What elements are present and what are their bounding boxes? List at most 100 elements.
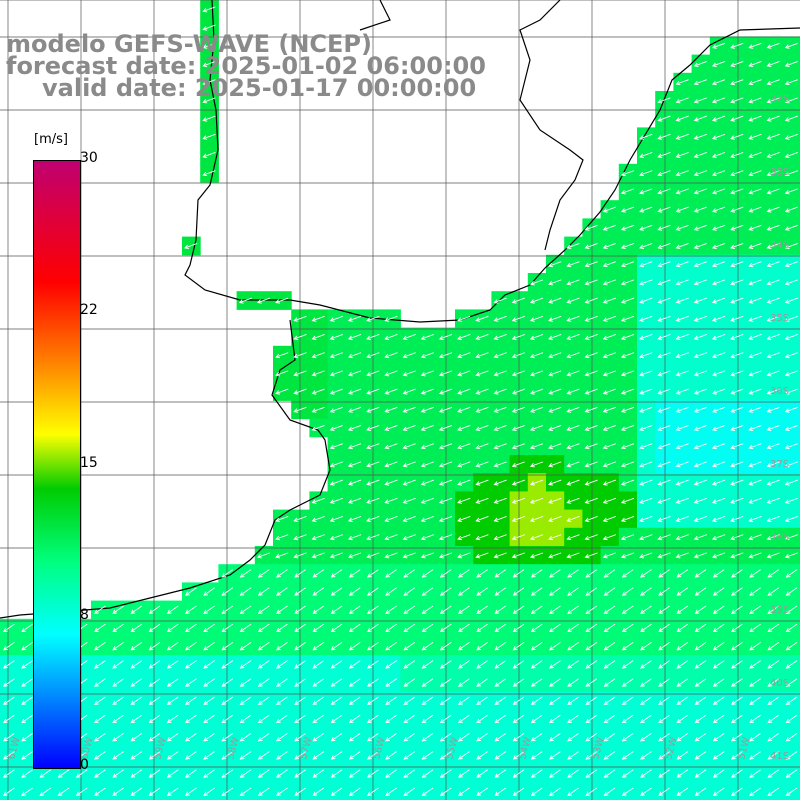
- wind-arrow: [511, 479, 525, 486]
- wind-arrow: [639, 406, 653, 413]
- wind-arrow: [439, 678, 452, 687]
- wind-arrow: [748, 425, 762, 431]
- wind-arrow: [257, 769, 270, 778]
- wind-arrow: [457, 497, 471, 504]
- wind-arrow: [620, 170, 635, 177]
- wind-arrow: [784, 188, 798, 195]
- wind-arrow: [766, 352, 780, 359]
- wind-arrow: [421, 714, 434, 724]
- wind-arrow: [166, 660, 179, 669]
- wind-arrow: [639, 243, 653, 249]
- wind-arrow: [312, 587, 325, 596]
- wind-arrow: [730, 115, 744, 122]
- wind-arrow: [329, 315, 343, 322]
- wind-arrow: [385, 642, 397, 651]
- wind-arrow: [493, 443, 507, 450]
- wind-arrow: [475, 334, 489, 340]
- wind-arrow: [438, 479, 453, 486]
- wind-arrow: [639, 479, 653, 486]
- wind-arrow: [312, 678, 325, 687]
- wind-arrow: [711, 461, 726, 468]
- wind-arrow: [675, 406, 689, 413]
- wind-arrow: [603, 678, 616, 687]
- wind-arrow: [748, 406, 762, 413]
- wind-arrow: [239, 714, 252, 724]
- wind-arrow: [640, 678, 652, 687]
- wind-arrow: [693, 352, 707, 359]
- wind-arrow: [475, 516, 489, 522]
- wind-arrow: [693, 334, 707, 340]
- wind-arrow: [512, 733, 525, 742]
- wind-arrow: [21, 623, 33, 633]
- wind-arrow: [567, 605, 579, 614]
- wind-arrow: [784, 370, 798, 377]
- wind-arrow: [602, 370, 616, 377]
- wind-arrow: [130, 787, 143, 796]
- wind-arrow: [330, 587, 343, 596]
- wind-arrow: [94, 660, 106, 669]
- wind-arrow: [784, 297, 798, 304]
- wind-arrow: [748, 243, 762, 249]
- wind-arrow: [639, 261, 653, 268]
- wind-arrow: [347, 315, 362, 322]
- wind-arrow: [384, 497, 398, 504]
- wind-arrow: [494, 660, 507, 669]
- wind-arrow: [439, 769, 452, 778]
- wind-arrow: [675, 334, 689, 340]
- wind-arrow: [584, 243, 598, 249]
- wind-arrow: [711, 279, 726, 286]
- wind-arrow: [767, 587, 780, 596]
- wind-arrow: [276, 787, 288, 796]
- wind-arrow: [566, 443, 580, 450]
- wind-arrow: [3, 751, 15, 760]
- wind-arrow: [785, 587, 798, 596]
- wind-arrow: [94, 714, 106, 724]
- wind-arrow: [402, 352, 416, 359]
- wind-arrow: [712, 678, 725, 687]
- wind-arrow: [366, 425, 380, 431]
- wind-arrow: [256, 552, 271, 559]
- wind-arrow: [420, 370, 434, 377]
- wind-arrow: [530, 769, 543, 778]
- wind-arrow: [639, 315, 653, 322]
- wind-arrow: [294, 714, 306, 724]
- wind-arrow: [366, 406, 380, 413]
- wind-arrow: [529, 425, 544, 431]
- wind-arrow: [784, 406, 798, 413]
- wind-arrow: [493, 370, 507, 377]
- wind-arrow: [584, 461, 598, 468]
- wind-arrow: [457, 479, 471, 486]
- wind-arrow: [748, 170, 762, 177]
- latitude-label: 32S: [770, 94, 789, 105]
- wind-arrow: [203, 769, 215, 778]
- wind-arrow: [731, 569, 743, 578]
- wind-arrow: [221, 696, 234, 705]
- wind-arrow: [293, 370, 307, 377]
- wind-arrow: [658, 787, 670, 796]
- wind-arrow: [329, 461, 343, 468]
- wind-arrow: [784, 552, 798, 559]
- wind-arrow: [420, 516, 434, 522]
- wind-arrow: [512, 769, 525, 778]
- wind-arrow: [676, 678, 689, 687]
- wind-arrow: [766, 279, 780, 286]
- wind-arrow: [639, 334, 653, 340]
- wind-arrow: [166, 751, 179, 760]
- wind-arrow: [329, 534, 343, 541]
- wind-arrow: [330, 660, 343, 669]
- wind-arrow: [711, 552, 726, 559]
- wind-arrow: [493, 406, 507, 413]
- wind-arrow: [784, 206, 798, 213]
- wind-arrow: [731, 642, 743, 651]
- wind-arrow: [675, 497, 689, 504]
- wind-arrow: [421, 569, 434, 578]
- wind-arrow: [603, 733, 616, 742]
- wind-arrow: [221, 605, 234, 614]
- wind-arrow: [584, 443, 598, 450]
- wind-arrow: [348, 569, 361, 578]
- wind-arrow: [494, 587, 507, 596]
- wind-arrow: [657, 97, 671, 104]
- wind-arrow: [693, 97, 707, 104]
- wind-arrow: [676, 696, 689, 705]
- wind-arrow: [693, 534, 707, 541]
